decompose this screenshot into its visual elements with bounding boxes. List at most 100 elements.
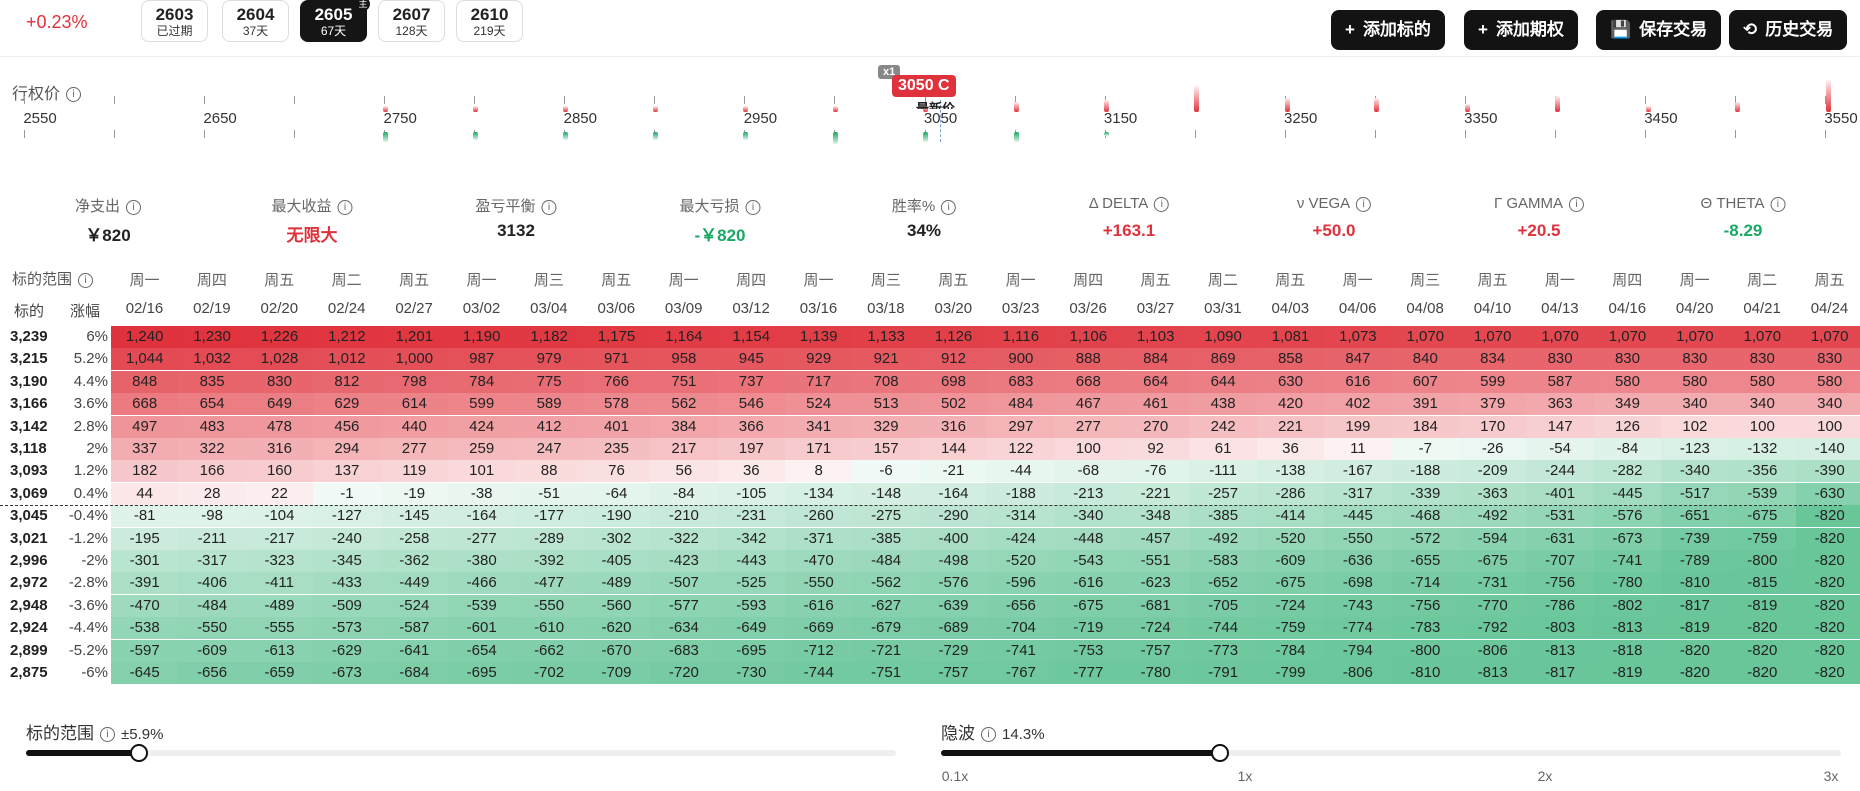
pnl-cell[interactable]: -613 <box>245 639 314 662</box>
pnl-cell[interactable]: -683 <box>650 639 718 662</box>
pnl-cell[interactable]: -470 <box>785 550 853 572</box>
pnl-cell[interactable]: -641 <box>380 639 448 662</box>
pnl-cell[interactable]: 294 <box>313 438 381 460</box>
pnl-cell[interactable]: -492 <box>1189 527 1257 550</box>
pnl-cell[interactable]: 22 <box>245 482 314 505</box>
pnl-cell[interactable]: -448 <box>1054 527 1122 550</box>
pnl-cell[interactable]: 848 <box>111 370 179 393</box>
pnl-cell[interactable]: 316 <box>919 415 988 438</box>
pnl-cell[interactable]: -651 <box>1661 505 1729 528</box>
pnl-cell[interactable]: 242 <box>1189 415 1257 438</box>
pnl-cell[interactable]: -484 <box>178 594 246 617</box>
pnl-cell[interactable]: -820 <box>1728 639 1796 662</box>
pnl-cell[interactable]: -302 <box>582 527 651 550</box>
pnl-cell[interactable]: 101 <box>448 460 516 483</box>
pnl-cell[interactable]: -509 <box>313 594 381 617</box>
pnl-cell[interactable]: -145 <box>380 505 448 528</box>
pnl-cell[interactable]: 160 <box>245 460 314 483</box>
pnl-cell[interactable]: 322 <box>178 438 246 460</box>
pnl-cell[interactable]: 1,070 <box>1796 326 1860 348</box>
pnl-cell[interactable]: 616 <box>1324 370 1392 393</box>
pnl-cell[interactable]: 349 <box>1593 393 1662 416</box>
pnl-cell[interactable]: 1,133 <box>852 326 920 348</box>
pnl-cell[interactable]: 562 <box>650 393 718 416</box>
pnl-cell[interactable]: -105 <box>717 482 785 505</box>
pnl-cell[interactable]: -260 <box>785 505 853 528</box>
pnl-cell[interactable]: -188 <box>987 482 1055 505</box>
info-icon[interactable]: i <box>1569 196 1585 212</box>
pnl-cell[interactable]: 580 <box>1728 370 1796 393</box>
pnl-cell[interactable]: -818 <box>1593 639 1662 662</box>
pnl-cell[interactable]: 766 <box>582 370 651 393</box>
pnl-cell[interactable]: -730 <box>717 662 785 684</box>
pnl-cell[interactable]: 197 <box>717 438 785 460</box>
pnl-cell[interactable]: 830 <box>245 370 314 393</box>
pnl-cell[interactable]: -820 <box>1661 639 1729 662</box>
pnl-cell[interactable]: 945 <box>717 348 785 371</box>
pnl-cell[interactable]: 502 <box>919 393 988 416</box>
pnl-cell[interactable]: 1,028 <box>245 348 314 371</box>
pnl-cell[interactable]: -231 <box>717 505 785 528</box>
pnl-cell[interactable]: -751 <box>852 662 920 684</box>
pnl-cell[interactable]: 958 <box>650 348 718 371</box>
pnl-cell[interactable]: -492 <box>1459 505 1527 528</box>
pnl-cell[interactable]: 316 <box>245 438 314 460</box>
pnl-cell[interactable]: -652 <box>1189 572 1257 595</box>
pnl-cell[interactable]: -820 <box>1728 662 1796 684</box>
pnl-cell[interactable]: 775 <box>515 370 583 393</box>
pnl-cell[interactable]: 649 <box>245 393 314 416</box>
pnl-cell[interactable]: -655 <box>1391 550 1459 572</box>
pnl-cell[interactable]: -477 <box>515 572 583 595</box>
pnl-cell[interactable]: -6 <box>852 460 920 483</box>
pnl-cell[interactable]: 668 <box>1054 370 1122 393</box>
pnl-cell[interactable]: -314 <box>987 505 1055 528</box>
pnl-cell[interactable]: -213 <box>1054 482 1122 505</box>
pnl-cell[interactable]: -820 <box>1796 617 1860 640</box>
pnl-cell[interactable]: -587 <box>380 617 448 640</box>
pnl-cell[interactable]: 341 <box>785 415 853 438</box>
info-icon[interactable]: i <box>981 727 996 743</box>
pnl-cell[interactable]: -720 <box>650 662 718 684</box>
pnl-cell[interactable]: 668 <box>111 393 179 416</box>
pnl-cell[interactable]: 1,139 <box>785 326 853 348</box>
pnl-cell[interactable]: 440 <box>380 415 448 438</box>
pnl-cell[interactable]: -806 <box>1324 662 1392 684</box>
pnl-cell[interactable]: -649 <box>717 617 785 640</box>
pnl-cell[interactable]: -489 <box>582 572 651 595</box>
pnl-cell[interactable]: 1,154 <box>717 326 785 348</box>
pnl-cell[interactable]: -620 <box>582 617 651 640</box>
pnl-cell[interactable]: -757 <box>919 662 988 684</box>
pnl-cell[interactable]: -138 <box>1256 460 1325 483</box>
pnl-cell[interactable]: 830 <box>1796 348 1860 371</box>
pnl-cell[interactable]: -616 <box>1054 572 1122 595</box>
pnl-cell[interactable]: -348 <box>1122 505 1190 528</box>
pnl-cell[interactable]: 484 <box>987 393 1055 416</box>
pnl-cell[interactable]: 166 <box>178 460 246 483</box>
pnl-cell[interactable]: -484 <box>852 550 920 572</box>
pnl-cell[interactable]: 812 <box>313 370 381 393</box>
pnl-cell[interactable]: -689 <box>919 617 988 640</box>
pnl-cell[interactable]: 1,103 <box>1122 326 1190 348</box>
pnl-cell[interactable]: -820 <box>1661 662 1729 684</box>
pnl-cell[interactable]: 1,182 <box>515 326 583 348</box>
pnl-cell[interactable]: -423 <box>650 550 718 572</box>
pnl-cell[interactable]: -631 <box>1526 527 1594 550</box>
pnl-cell[interactable]: 580 <box>1661 370 1729 393</box>
pnl-cell[interactable]: -583 <box>1189 550 1257 572</box>
pnl-cell[interactable]: 478 <box>245 415 314 438</box>
pnl-cell[interactable]: -576 <box>919 572 988 595</box>
pnl-cell[interactable]: -550 <box>785 572 853 595</box>
pnl-cell[interactable]: 599 <box>448 393 516 416</box>
pnl-cell[interactable]: -466 <box>448 572 516 595</box>
pnl-cell[interactable]: -803 <box>1526 617 1594 640</box>
pnl-cell[interactable]: 100 <box>1054 438 1122 460</box>
pnl-cell[interactable]: 929 <box>785 348 853 371</box>
pnl-cell[interactable]: -629 <box>313 639 381 662</box>
pnl-cell[interactable]: 1,175 <box>582 326 651 348</box>
pnl-cell[interactable]: 438 <box>1189 393 1257 416</box>
pnl-cell[interactable]: 1,116 <box>987 326 1055 348</box>
pnl-cell[interactable]: 1,106 <box>1054 326 1122 348</box>
pnl-cell[interactable]: 147 <box>1526 415 1594 438</box>
pnl-cell[interactable]: 36 <box>1256 438 1325 460</box>
pnl-cell[interactable]: -820 <box>1796 505 1860 528</box>
